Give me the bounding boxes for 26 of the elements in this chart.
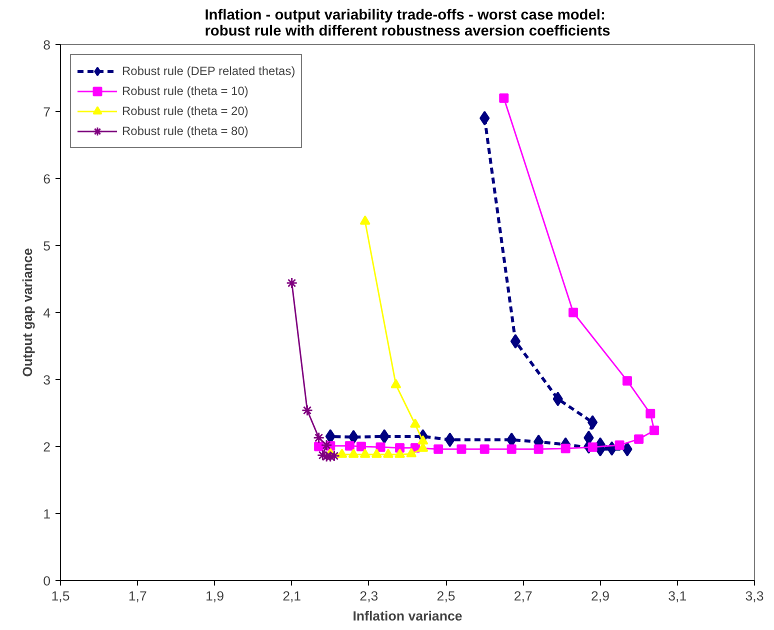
x-tick-label: 2,5 <box>436 588 456 604</box>
y-tick-label: 7 <box>43 104 51 120</box>
y-tick-label: 1 <box>43 506 51 522</box>
y-tick-label: 0 <box>43 574 51 588</box>
legend-label: Robust rule (theta = 80) <box>122 124 248 138</box>
x-tick-label: 3,3 <box>745 588 764 604</box>
y-tick-label: 6 <box>43 172 51 186</box>
x-tick-label: 2,1 <box>282 588 302 604</box>
x-axis-title: Inflation variance <box>352 608 462 624</box>
y-axis-title: Output gap variance <box>20 248 36 377</box>
y-tick-label: 8 <box>43 38 51 52</box>
y-tick-label: 2 <box>43 440 51 454</box>
legend-label: Robust rule (theta = 10) <box>122 84 248 98</box>
x-tick-label: 1,5 <box>51 588 70 604</box>
x-tick-label: 1,7 <box>128 588 147 604</box>
legend-label: Robust rule (theta = 20) <box>122 104 248 118</box>
chart-title: Inflation - output variability trade-offs - worst case model: robust rule with different robustness aversion coefficients <box>204 8 610 40</box>
x-tick-label: 3,1 <box>668 588 687 604</box>
x-tick-label: 1,9 <box>205 588 224 604</box>
y-tick-label: 5 <box>43 238 51 254</box>
x-tick-label: 2,7 <box>514 588 532 604</box>
y-tick-label: 4 <box>43 306 52 320</box>
x-tick-label: 2,3 <box>360 588 378 604</box>
y-tick-label: 3 <box>43 372 51 388</box>
x-tick-label: 2,9 <box>591 588 610 604</box>
legend-label: Robust rule (DEP related thetas) <box>122 64 296 78</box>
